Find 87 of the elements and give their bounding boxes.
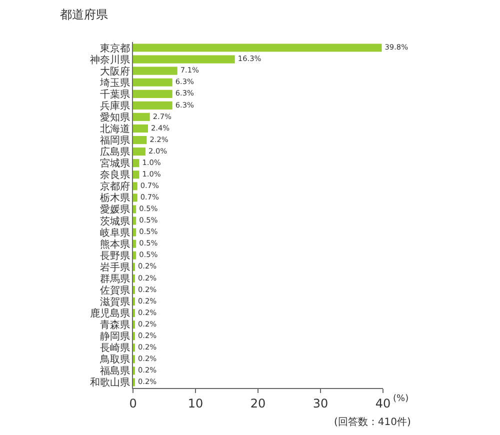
data-label: 0.2% — [138, 319, 157, 328]
bar — [133, 205, 136, 214]
data-label: 0.2% — [138, 366, 157, 375]
y-tick-label: 奈良県 — [100, 169, 130, 182]
y-tick-label: 岩手県 — [100, 261, 130, 274]
bar — [133, 240, 136, 248]
bar — [133, 66, 178, 75]
y-tick-label: 埼玉県 — [99, 76, 130, 89]
data-label: 0.2% — [138, 377, 157, 386]
x-tick-label: 10 — [188, 396, 204, 410]
bar — [133, 148, 146, 156]
bar — [133, 170, 140, 179]
bar — [133, 44, 382, 52]
data-label: 0.7% — [140, 192, 160, 202]
y-tick-label: 兵庫県 — [100, 100, 130, 112]
y-tick-label: 栃木県 — [100, 192, 130, 204]
x-tick-label: 40 — [375, 396, 391, 410]
data-label: 0.2% — [138, 354, 157, 363]
text: (回答数：410件) — [334, 416, 411, 428]
chart-title: 都道府県 — [60, 7, 108, 22]
bar — [133, 55, 235, 64]
data-label: 0.7% — [140, 181, 160, 190]
data-label: 0.5% — [139, 204, 158, 214]
bar — [133, 216, 136, 225]
data-label: 0.2% — [138, 284, 157, 294]
y-tick-label: 大阪府 — [100, 65, 130, 78]
data-label: 2.0% — [148, 146, 168, 156]
data-label: 0.5% — [139, 216, 158, 225]
bar — [133, 251, 136, 260]
data-label: 0.2% — [138, 308, 157, 317]
y-tick-label: 佐賀県 — [100, 284, 130, 296]
y-tick-label: 宮城県 — [100, 158, 130, 170]
data-label: 0.2% — [138, 342, 157, 352]
data-label: 16.3% — [238, 54, 262, 64]
bar — [133, 101, 172, 110]
data-label: 6.3% — [175, 77, 194, 86]
y-tick-label: 千葉県 — [100, 88, 130, 100]
y-tick-label: 福岡県 — [100, 134, 130, 147]
y-tick-label: 和歌山県 — [90, 376, 130, 389]
data-label: 39.8% — [384, 42, 408, 52]
bar — [133, 78, 172, 86]
data-label: 1.0% — [142, 169, 161, 178]
x-tick-label: 0 — [129, 396, 137, 410]
data-label: 1.0% — [142, 158, 161, 167]
bar — [133, 136, 147, 144]
y-tick-label: 熊本県 — [100, 238, 130, 250]
data-label: 2.7% — [152, 112, 172, 121]
bar — [133, 228, 136, 236]
bar — [133, 124, 148, 133]
data-label: 6.3% — [175, 88, 194, 98]
data-label: 2.4% — [151, 123, 170, 132]
y-tick-label: 北海道 — [100, 123, 130, 135]
y-tick-label: 鹿児島県 — [90, 308, 130, 320]
y-tick-label: 京都府 — [100, 180, 130, 193]
x-tick-label: 30 — [312, 396, 328, 410]
y-tick-label: 滋賀県 — [100, 296, 130, 308]
y-tick-label: 岐阜県 — [100, 226, 130, 239]
data-label: 0.5% — [139, 238, 158, 248]
data-label: 0.5% — [139, 250, 158, 260]
y-tick-label: 東京都 — [100, 42, 130, 54]
y-tick-label: 長崎県 — [100, 342, 130, 354]
y-tick-label: 愛知県 — [100, 111, 130, 124]
y-tick-label: 愛媛県 — [100, 204, 130, 216]
y-tick-label: 神奈川県 — [90, 54, 130, 66]
bar — [133, 112, 150, 121]
data-label: 0.5% — [139, 227, 158, 236]
y-tick-label: 茨城県 — [100, 215, 130, 228]
y-tick-label: 長野県 — [100, 250, 130, 262]
y-tick-label: 群馬県 — [100, 272, 130, 285]
data-label: 0.2% — [138, 296, 157, 306]
data-label: 6.3% — [175, 100, 194, 110]
data-label: 0.2% — [138, 273, 157, 282]
text: (%) — [393, 394, 409, 404]
data-label: 0.2% — [138, 262, 157, 271]
bar — [133, 194, 138, 202]
bar — [133, 90, 172, 98]
y-tick-label: 青森県 — [100, 319, 130, 332]
data-label: 2.2% — [150, 134, 168, 144]
y-tick-label: 鳥取県 — [99, 354, 130, 366]
bar — [133, 182, 138, 190]
data-label: 0.2% — [138, 330, 157, 340]
x-tick-label: 20 — [250, 396, 266, 410]
y-tick-label: 広島県 — [100, 146, 130, 158]
bar — [133, 159, 140, 168]
y-tick-label: 静岡県 — [100, 330, 130, 343]
y-tick-label: 福島県 — [100, 365, 130, 378]
data-label: 7.1% — [180, 66, 200, 75]
